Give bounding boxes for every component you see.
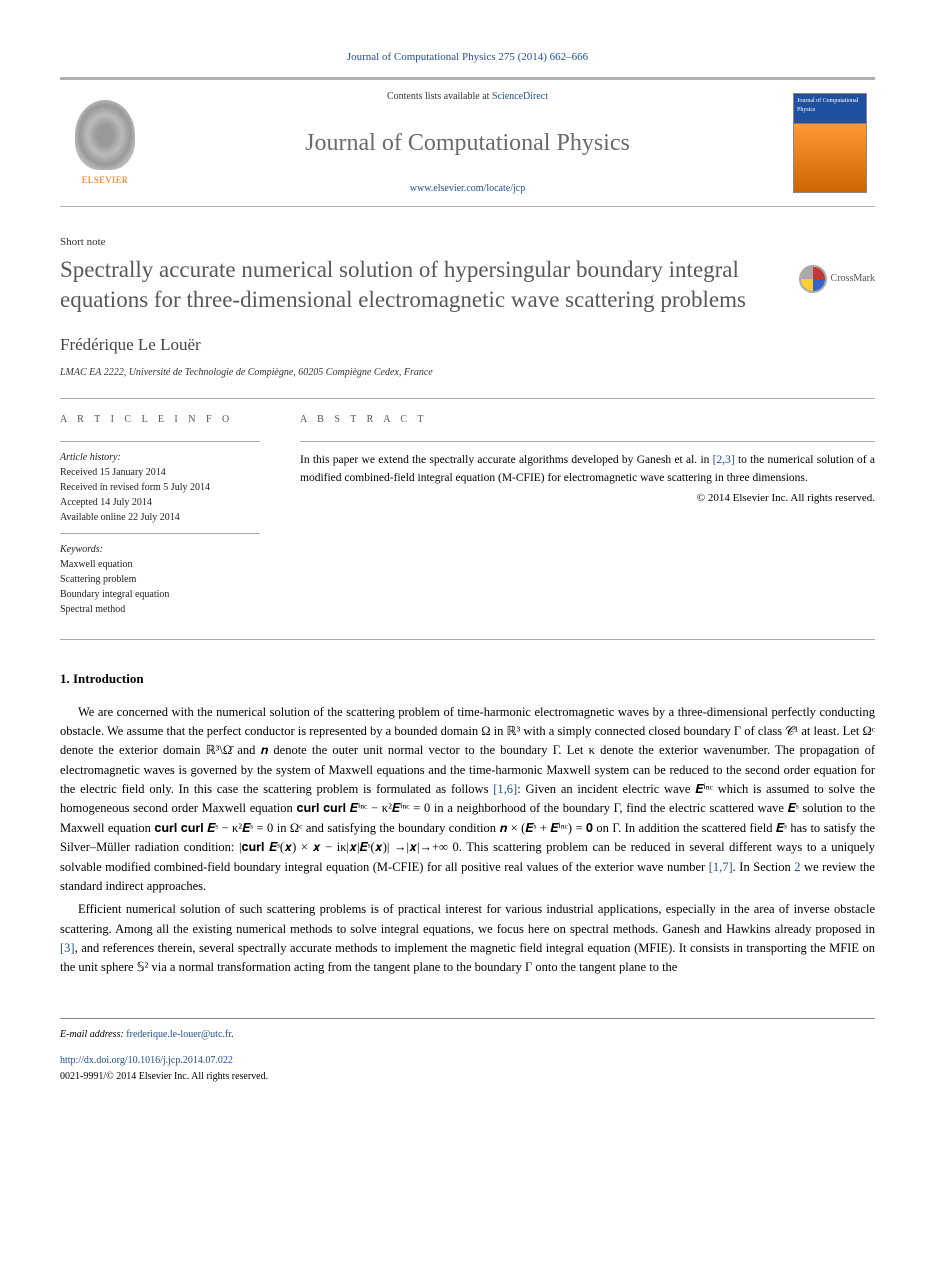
sciencedirect-link[interactable]: ScienceDirect xyxy=(492,91,548,102)
journal-homepage-link[interactable]: www.elsevier.com/locate/jcp xyxy=(170,182,765,196)
abstract-part1: In this paper we extend the spectrally a… xyxy=(300,454,713,466)
divider-bottom xyxy=(60,639,875,640)
doi-line: http://dx.doi.org/10.1016/j.jcp.2014.07.… xyxy=(60,1053,875,1069)
para1-text-c: . In Section xyxy=(733,860,795,874)
info-abstract-row: A R T I C L E I N F O Article history: R… xyxy=(60,399,875,639)
email-line: E-mail address: frederique.le-louer@utc.… xyxy=(60,1027,875,1043)
abstract-column: A B S T R A C T In this paper we extend … xyxy=(300,413,875,625)
journal-header-bar: ELSEVIER Contents lists available at Sci… xyxy=(60,77,875,207)
elsevier-tree-icon xyxy=(75,100,135,170)
header-center: Contents lists available at ScienceDirec… xyxy=(150,80,785,206)
abstract-label: A B S T R A C T xyxy=(300,413,875,427)
keywords-label: Keywords: xyxy=(60,542,260,557)
keyword-item: Scattering problem xyxy=(60,572,260,587)
article-history: Article history: Received 15 January 201… xyxy=(60,442,260,533)
keyword-item: Boundary integral equation xyxy=(60,587,260,602)
journal-name: Journal of Computational Physics xyxy=(170,127,765,161)
crossmark-label: CrossMark xyxy=(831,272,875,285)
section-introduction: 1. Introduction We are concerned with th… xyxy=(60,670,875,977)
keywords-block: Keywords: Maxwell equation Scattering pr… xyxy=(60,534,260,625)
elsevier-logo[interactable]: ELSEVIER xyxy=(60,80,150,206)
article-title: Spectrally accurate numerical solution o… xyxy=(60,255,875,315)
article-info-label: A R T I C L E I N F O xyxy=(60,413,260,427)
article-info-column: A R T I C L E I N F O Article history: R… xyxy=(60,413,260,625)
history-accepted: Accepted 14 July 2014 xyxy=(60,495,260,510)
crossmark-badge[interactable]: CrossMark xyxy=(799,265,875,293)
article-type-label: Short note xyxy=(60,235,875,250)
abstract-ref-link[interactable]: [2,3] xyxy=(713,454,735,466)
page-footer: E-mail address: frederique.le-louer@utc.… xyxy=(60,1018,875,1085)
ref-link-17[interactable]: [1,7] xyxy=(709,860,733,874)
author-affiliation: LMAC EA 2222, Université de Technologie … xyxy=(60,366,875,380)
elsevier-label: ELSEVIER xyxy=(82,174,129,187)
intro-para-2: Efficient numerical solution of such sca… xyxy=(60,900,875,978)
history-received: Received 15 January 2014 xyxy=(60,465,260,480)
title-text: Spectrally accurate numerical solution o… xyxy=(60,257,746,312)
contents-prefix: Contents lists available at xyxy=(387,91,492,102)
author-email-link[interactable]: frederique.le-louer@utc.fr xyxy=(126,1029,231,1040)
history-revised: Received in revised form 5 July 2014 xyxy=(60,480,260,495)
ref-link-3[interactable]: [3] xyxy=(60,941,75,955)
history-label: Article history: xyxy=(60,450,260,465)
email-label: E-mail address: xyxy=(60,1029,124,1040)
crossmark-icon xyxy=(799,265,827,293)
para2-text-a: Efficient numerical solution of such sca… xyxy=(60,902,875,935)
section-heading-intro: 1. Introduction xyxy=(60,670,875,688)
intro-para-1: We are concerned with the numerical solu… xyxy=(60,703,875,897)
issn-copyright: 0021-9991/© 2014 Elsevier Inc. All right… xyxy=(60,1069,875,1085)
keyword-item: Maxwell equation xyxy=(60,557,260,572)
abstract-text: In this paper we extend the spectrally a… xyxy=(300,442,875,487)
journal-cover-image: Journal of Computational Physics xyxy=(793,93,867,193)
history-online: Available online 22 July 2014 xyxy=(60,510,260,525)
ref-link-16[interactable]: [1,6] xyxy=(493,782,517,796)
doi-link[interactable]: http://dx.doi.org/10.1016/j.jcp.2014.07.… xyxy=(60,1055,233,1066)
journal-cover: Journal of Computational Physics xyxy=(785,80,875,206)
abstract-copyright: © 2014 Elsevier Inc. All rights reserved… xyxy=(300,491,875,506)
author-name: Frédérique Le Louër xyxy=(60,333,875,357)
journal-reference: Journal of Computational Physics 275 (20… xyxy=(60,50,875,65)
keyword-item: Spectral method xyxy=(60,602,260,617)
para2-text-b: , and references therein, several spectr… xyxy=(60,941,875,974)
contents-line: Contents lists available at ScienceDirec… xyxy=(170,90,765,104)
